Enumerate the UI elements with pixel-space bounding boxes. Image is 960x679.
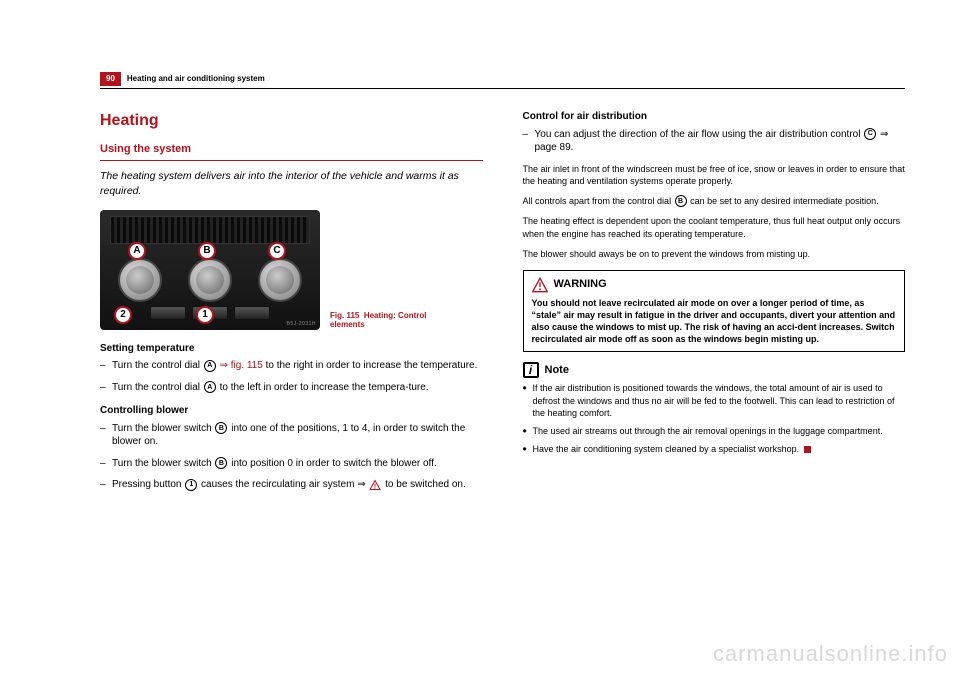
text: to the right in order to increase the te… <box>263 360 478 371</box>
text: Pressing button <box>112 479 184 490</box>
list-item: Have the air conditioning system cleaned… <box>523 443 906 455</box>
button-1-icon: 1 <box>185 479 197 491</box>
warning-box: WARNING You should not leave recirculate… <box>523 270 906 353</box>
right-column: Control for air distribution You can adj… <box>523 110 906 500</box>
text: into position 0 in order to switch the b… <box>228 458 436 469</box>
page: 90 Heating and air conditioning system H… <box>0 0 960 679</box>
list-item: The used air streams out through the air… <box>523 425 906 437</box>
list-item: Turn the control dial A ⇒ fig. 115 to th… <box>100 359 483 373</box>
list-item: If the air distribution is positioned to… <box>523 382 906 418</box>
left-column: Heating Using the system The heating sys… <box>100 110 483 500</box>
header-rule <box>100 88 905 89</box>
paragraph: The heating effect is dependent upon the… <box>523 215 906 239</box>
subhead-temperature: Setting temperature <box>100 342 483 356</box>
lead-text: The heating system delivers air into the… <box>100 169 483 197</box>
heading-using: Using the system <box>100 142 483 157</box>
warning-title: WARNING <box>554 277 607 292</box>
warning-triangle-icon <box>369 479 381 491</box>
figure-ref-code: B5J-2031H <box>286 321 316 328</box>
text: causes the recirculating air system ⇒ <box>198 479 368 490</box>
note-title: Note <box>545 363 569 378</box>
paragraph: All controls apart from the control dial… <box>523 195 906 208</box>
list-item: Turn the blower switch B into position 0… <box>100 457 483 471</box>
text: All controls apart from the control dial <box>523 196 674 206</box>
warning-triangle-icon <box>532 277 548 293</box>
section-title: Heating and air conditioning system <box>127 74 265 85</box>
warning-text: You should not leave recirculated air mo… <box>532 297 897 346</box>
fig-ref: ⇒ fig. 115 <box>217 360 263 371</box>
dial-c-icon: C <box>864 128 876 140</box>
small-button <box>150 306 186 320</box>
paragraph: The air inlet in front of the windscreen… <box>523 163 906 187</box>
list-item: Turn the blower switch B into one of the… <box>100 422 483 449</box>
subhead-blower: Controlling blower <box>100 404 483 418</box>
callout-b: B <box>198 242 216 260</box>
text: Have the air conditioning system cleaned… <box>533 444 800 454</box>
red-rule <box>100 160 483 161</box>
page-number: 90 <box>100 72 121 86</box>
text: Turn the blower switch <box>112 423 214 434</box>
figure-115: A B C 1 2 B5J-2031H <box>100 210 320 330</box>
text: can be set to any desired intermediate p… <box>688 196 879 206</box>
note-heading: i Note <box>523 362 906 378</box>
text: Turn the blower switch <box>112 458 214 469</box>
page-header: 90 Heating and air conditioning system <box>100 72 265 86</box>
callout-a: A <box>128 242 146 260</box>
figure-row: A B C 1 2 B5J-2031H Fig. 115 Heating: Co… <box>100 210 483 330</box>
end-square-icon <box>804 446 811 453</box>
text: You can adjust the direction of the air … <box>535 129 864 140</box>
text: Turn the control dial <box>112 382 203 393</box>
figure-caption-label: Fig. 115 <box>330 311 359 320</box>
note-icon: i <box>523 362 539 378</box>
dial-b <box>188 258 232 302</box>
text: to the left in order to increase the tem… <box>217 382 429 393</box>
heading-heating: Heating <box>100 110 483 132</box>
small-button <box>234 306 270 320</box>
text: to be switched on. <box>382 479 465 490</box>
dashboard-vents <box>110 216 310 244</box>
content-columns: Heating Using the system The heating sys… <box>100 110 905 500</box>
dial-a-icon: A <box>204 360 216 372</box>
callout-c: C <box>268 242 286 260</box>
list-airdist: You can adjust the direction of the air … <box>523 128 906 155</box>
dial-c <box>258 258 302 302</box>
warning-heading: WARNING <box>532 277 897 293</box>
note-list: If the air distribution is positioned to… <box>523 382 906 455</box>
watermark: carmanualsonline.info <box>713 639 948 669</box>
figure-caption: Fig. 115 Heating: Control elements <box>330 311 440 330</box>
dial-b-icon: B <box>675 195 687 207</box>
list-item: You can adjust the direction of the air … <box>523 128 906 155</box>
text: Turn the control dial <box>112 360 203 371</box>
dial-a <box>118 258 162 302</box>
dial-b-icon: B <box>215 422 227 434</box>
callout-2: 2 <box>114 306 132 324</box>
callout-1: 1 <box>196 306 214 324</box>
list-item: Turn the control dial A to the left in o… <box>100 381 483 395</box>
subhead-airdist: Control for air distribution <box>523 110 906 124</box>
list-item: Pressing button 1 causes the recirculati… <box>100 478 483 492</box>
list-temperature: Turn the control dial A ⇒ fig. 115 to th… <box>100 359 483 394</box>
dial-b-icon: B <box>215 457 227 469</box>
dial-a-icon: A <box>204 381 216 393</box>
list-blower: Turn the blower switch B into one of the… <box>100 422 483 492</box>
paragraph: The blower should aways be on to prevent… <box>523 248 906 260</box>
